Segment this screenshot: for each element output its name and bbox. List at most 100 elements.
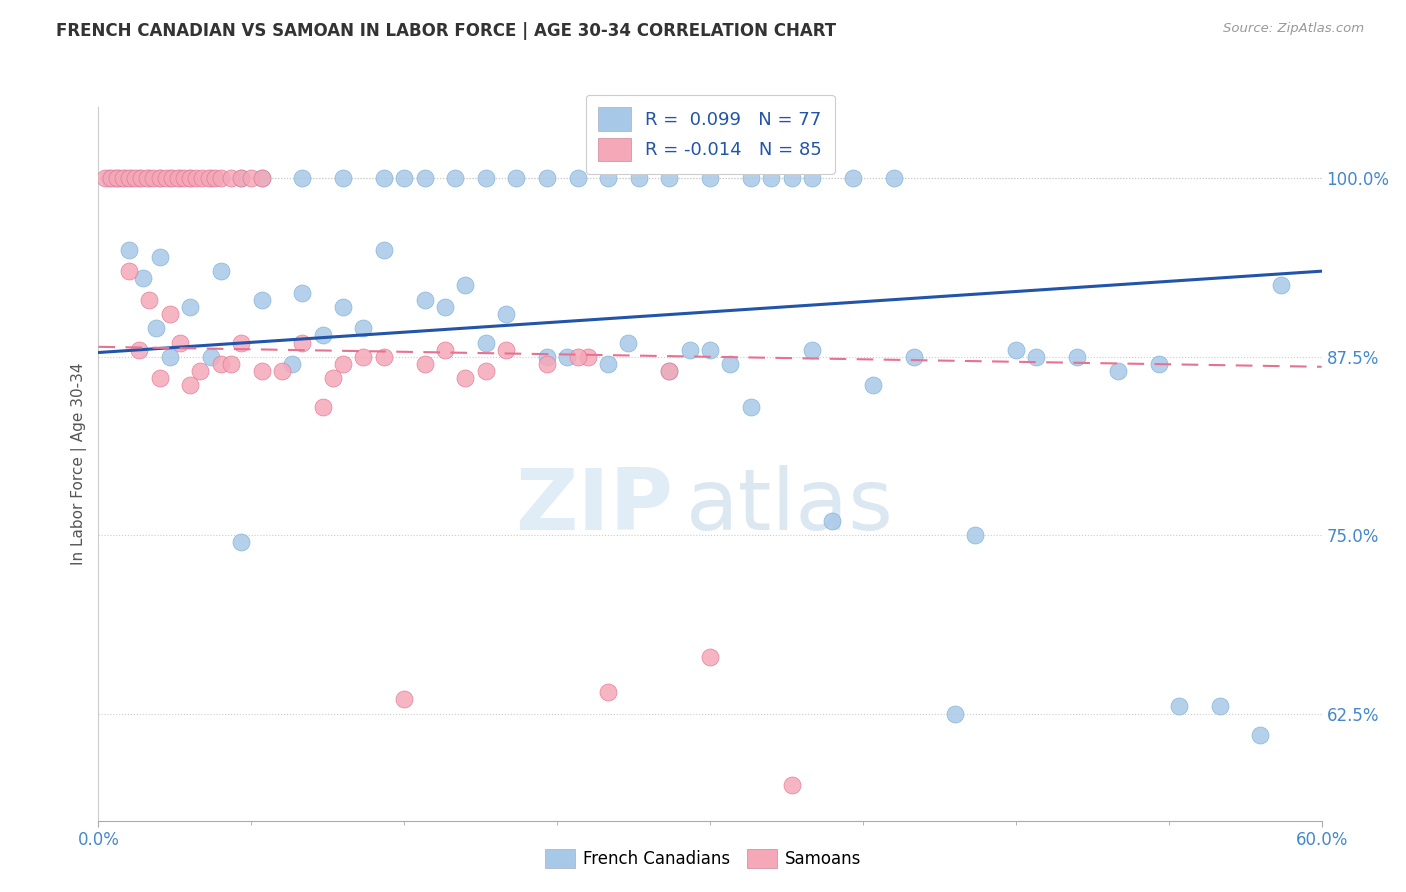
Point: [332, 171, 354, 186]
Point: [186, 171, 208, 186]
Point: [679, 343, 702, 357]
Point: [136, 171, 159, 186]
Point: [1270, 278, 1292, 293]
Point: [108, 171, 131, 186]
Point: [93, 171, 115, 186]
Point: [780, 778, 803, 792]
Point: [1025, 350, 1047, 364]
Point: [159, 350, 181, 364]
Point: [160, 171, 183, 186]
Text: ZIP: ZIP: [516, 465, 673, 549]
Point: [352, 321, 374, 335]
Point: [433, 300, 456, 314]
Point: [413, 357, 436, 371]
Point: [145, 321, 167, 335]
Point: [596, 685, 619, 699]
Point: [373, 350, 395, 364]
Point: [658, 171, 681, 186]
Point: [169, 171, 191, 186]
Point: [100, 171, 122, 186]
Point: [200, 350, 222, 364]
Point: [444, 171, 467, 186]
Point: [291, 285, 314, 300]
Point: [1004, 343, 1026, 357]
Point: [191, 171, 214, 186]
Point: [209, 264, 232, 278]
Point: [841, 171, 863, 186]
Point: [291, 171, 314, 186]
Point: [179, 300, 201, 314]
Point: [111, 171, 134, 186]
Point: [167, 171, 190, 186]
Point: [114, 171, 136, 186]
Point: [780, 171, 803, 186]
Point: [179, 171, 201, 186]
Point: [281, 357, 304, 371]
Point: [270, 364, 294, 378]
Point: [118, 171, 141, 186]
Point: [567, 171, 589, 186]
Point: [169, 335, 191, 350]
Point: [104, 171, 127, 186]
Point: [658, 364, 681, 378]
Y-axis label: In Labor Force | Age 30-34: In Labor Force | Age 30-34: [72, 362, 87, 566]
Point: [495, 307, 517, 321]
Point: [373, 243, 395, 257]
Point: [740, 400, 762, 414]
Point: [474, 364, 498, 378]
Point: [138, 171, 160, 186]
Point: [332, 300, 354, 314]
Text: atlas: atlas: [686, 465, 894, 549]
Point: [596, 357, 619, 371]
Point: [1167, 699, 1189, 714]
Point: [699, 649, 721, 664]
Point: [197, 171, 219, 186]
Point: [1208, 699, 1232, 714]
Point: [188, 364, 212, 378]
Point: [149, 250, 172, 264]
Point: [138, 293, 160, 307]
Point: [149, 371, 172, 385]
Point: [128, 171, 150, 186]
Point: [332, 357, 354, 371]
Point: [658, 364, 681, 378]
Point: [209, 357, 232, 371]
Point: [536, 171, 558, 186]
Point: [576, 350, 599, 364]
Point: [291, 335, 314, 350]
Point: [536, 350, 558, 364]
Point: [173, 171, 195, 186]
Point: [392, 171, 416, 186]
Point: [627, 171, 650, 186]
Point: [231, 171, 253, 186]
Point: [557, 350, 579, 364]
Point: [495, 343, 517, 357]
Point: [118, 264, 141, 278]
Point: [209, 171, 232, 186]
Point: [474, 335, 498, 350]
Text: FRENCH CANADIAN VS SAMOAN IN LABOR FORCE | AGE 30-34 CORRELATION CHART: FRENCH CANADIAN VS SAMOAN IN LABOR FORCE…: [56, 22, 837, 40]
Point: [883, 171, 905, 186]
Point: [231, 171, 253, 186]
Point: [1249, 728, 1271, 742]
Point: [862, 378, 884, 392]
Point: [1147, 357, 1170, 371]
Point: [231, 535, 253, 549]
Point: [231, 335, 253, 350]
Point: [200, 171, 222, 186]
Point: [740, 171, 762, 186]
Point: [204, 171, 226, 186]
Point: [699, 171, 721, 186]
Text: Source: ZipAtlas.com: Source: ZipAtlas.com: [1223, 22, 1364, 36]
Point: [903, 350, 925, 364]
Point: [801, 171, 824, 186]
Point: [159, 171, 181, 186]
Point: [179, 171, 201, 186]
Point: [505, 171, 527, 186]
Point: [250, 364, 273, 378]
Point: [474, 171, 498, 186]
Legend: R =  0.099   N = 77, R = -0.014   N = 85: R = 0.099 N = 77, R = -0.014 N = 85: [585, 95, 835, 174]
Point: [596, 171, 619, 186]
Point: [720, 357, 742, 371]
Legend: French Canadians, Samoans: French Canadians, Samoans: [538, 842, 868, 875]
